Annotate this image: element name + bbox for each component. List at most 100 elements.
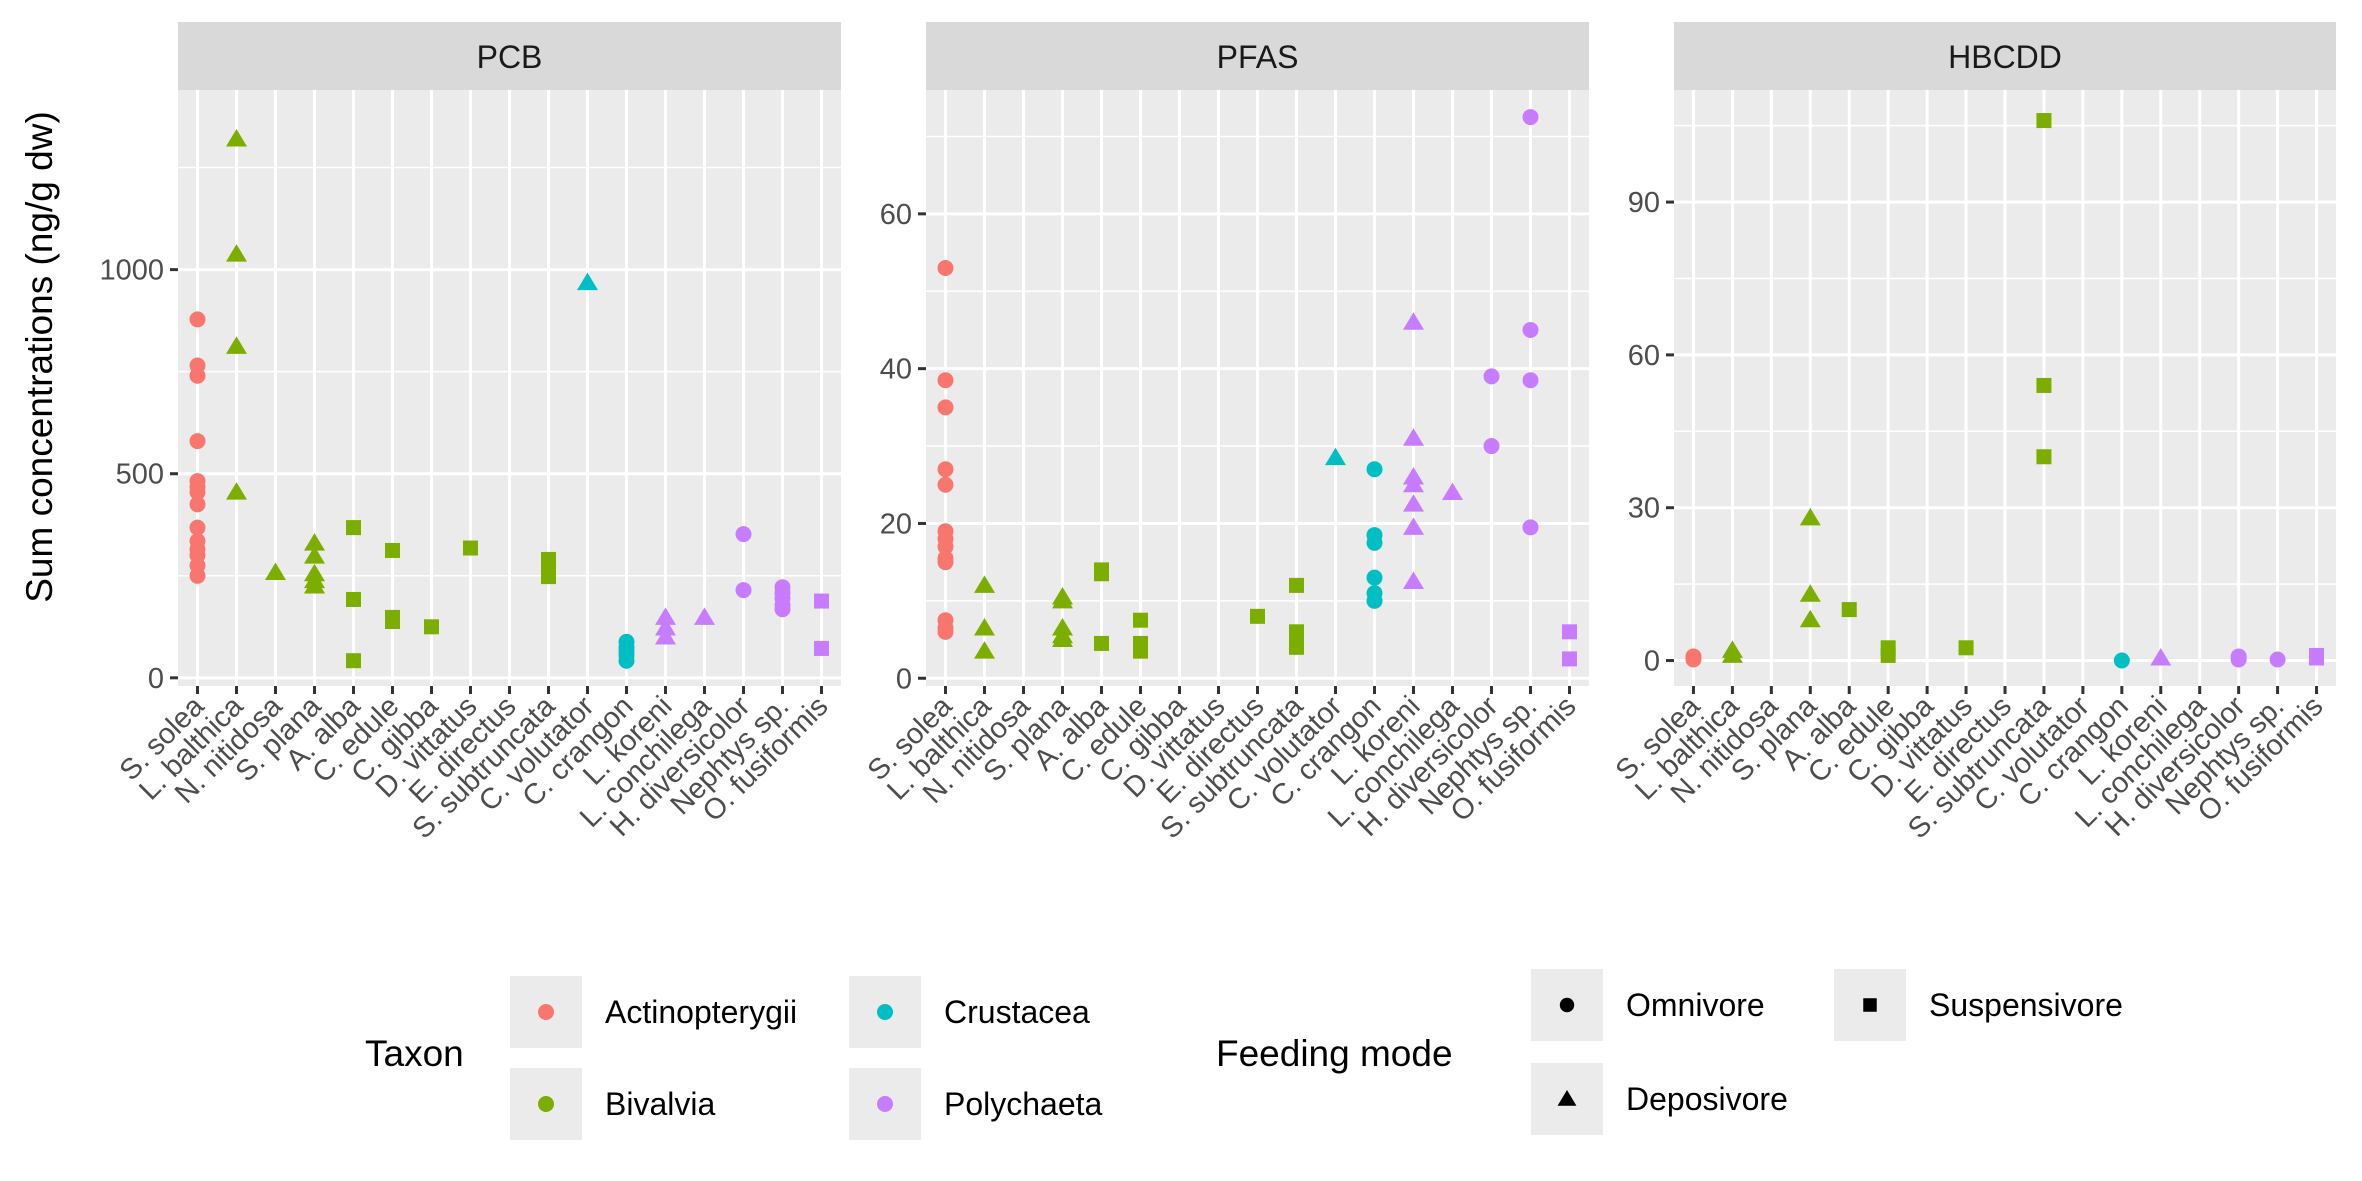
data-point-c-gibba	[424, 619, 439, 635]
data-point-a-alba	[346, 591, 361, 607]
data-point-o-fusiformis	[1562, 651, 1577, 667]
data-point-l-koreni	[655, 607, 676, 625]
data-point-c-edule	[1133, 612, 1148, 628]
panel-strip	[178, 22, 841, 90]
legend-title-taxon: Taxon	[365, 1033, 464, 1074]
data-point-c-crangon	[618, 652, 635, 669]
data-point-l-balthica	[1721, 645, 1743, 663]
data-point-d-vittatus	[463, 540, 478, 556]
data-point-h-diversicolor	[1483, 368, 1500, 385]
data-point-n-nitidosa	[265, 562, 286, 581]
data-point-c-edule	[1133, 643, 1148, 659]
data-point-nephtys-sp	[1522, 321, 1539, 338]
data-point-s-solea	[937, 476, 954, 493]
data-point-s-solea	[189, 496, 206, 513]
panel-strip	[926, 22, 1589, 90]
data-point-l-balthica	[974, 575, 995, 593]
y-tick-label: 30	[1628, 493, 1660, 525]
data-point-l-balthica	[974, 617, 995, 636]
data-point-s-subtruncata	[2036, 449, 2052, 465]
data-point-l-koreni	[655, 618, 676, 636]
data-point-s-subtruncata	[1289, 639, 1304, 655]
data-point-c-edule	[385, 614, 400, 630]
data-point-a-alba	[1094, 635, 1109, 651]
data-point-s-solea	[937, 461, 954, 478]
data-point-s-solea	[937, 554, 954, 571]
data-point-nephtys-sp	[1522, 109, 1539, 126]
data-point-nephtys-sp	[2269, 651, 2286, 668]
data-point-c-crangon	[2113, 652, 2130, 669]
data-point-c-crangon	[1366, 461, 1383, 478]
data-point-s-solea	[189, 367, 206, 384]
legend-swatch	[1559, 997, 1575, 1013]
data-point-c-edule	[1880, 647, 1896, 663]
data-point-s-solea	[189, 484, 206, 501]
legend-label: Bivalvia	[605, 1086, 715, 1122]
legend: Taxon Actinopterygii Bivalvia Crustacea Poly…	[365, 969, 2123, 1140]
data-point-h-diversicolor	[735, 582, 752, 599]
legend-label: Suspensivore	[1929, 987, 2123, 1023]
data-point-o-fusiformis	[2309, 650, 2325, 666]
data-point-s-solea	[937, 399, 954, 416]
data-point-l-koreni	[1403, 312, 1424, 330]
legend-label: Polychaeta	[944, 1086, 1103, 1122]
legend-item-polychaeta: Polychaeta	[849, 1068, 1103, 1140]
data-point-c-crangon	[1366, 534, 1383, 551]
legend-title-feeding-mode: Feeding mode	[1216, 1033, 1453, 1074]
data-point-s-plana	[304, 546, 325, 564]
data-point-s-subtruncata	[2036, 377, 2052, 393]
data-point-s-solea	[937, 260, 954, 277]
data-point-o-fusiformis	[814, 593, 829, 609]
data-point-l-koreni	[1403, 474, 1424, 493]
data-point-l-balthica	[226, 244, 247, 262]
legend-item-omnivore: Omnivore	[1531, 969, 1765, 1041]
data-point-s-plana	[1052, 590, 1073, 609]
data-point-l-conchilega	[694, 607, 715, 625]
panel-title: HBCDD	[1948, 39, 2062, 75]
legend-swatch	[877, 1004, 893, 1020]
data-point-s-solea	[937, 538, 954, 555]
y-tick-label: 60	[880, 199, 912, 231]
legend-item-deposivore: Deposivore	[1531, 1063, 1788, 1135]
data-point-e-directus	[1250, 608, 1265, 624]
data-point-l-koreni	[1403, 494, 1424, 512]
data-point-s-plana	[1799, 609, 1821, 628]
y-tick-label: 1000	[99, 255, 164, 287]
legend-item-actinopterygii: Actinopterygii	[510, 976, 797, 1048]
data-point-h-diversicolor	[1483, 438, 1500, 455]
data-point-a-alba	[346, 520, 361, 536]
data-point-s-subtruncata	[1289, 577, 1304, 593]
data-point-l-balthica	[226, 128, 247, 147]
y-tick-label: 0	[896, 663, 912, 695]
data-point-s-subtruncata	[2036, 113, 2052, 129]
data-point-c-volutator	[1325, 447, 1346, 466]
data-point-s-solea	[189, 567, 206, 584]
legend-swatch	[538, 1096, 554, 1112]
data-point-l-koreni	[1403, 571, 1424, 590]
data-point-a-alba	[1094, 566, 1109, 582]
data-point-l-koreni	[2150, 647, 2172, 666]
legend-label: Actinopterygii	[605, 994, 797, 1030]
data-point-s-plana	[1799, 507, 1821, 526]
data-point-l-koreni	[1403, 428, 1424, 446]
legend-item-suspensivore: Suspensivore	[1834, 969, 2123, 1041]
legend-label: Crustacea	[944, 994, 1090, 1030]
panel-title: PFAS	[1217, 39, 1299, 75]
data-point-l-conchilega	[1442, 482, 1463, 500]
data-point-nephtys-sp	[1522, 519, 1539, 536]
data-point-o-fusiformis	[814, 640, 829, 656]
panel-title: PCB	[477, 39, 543, 75]
data-point-s-solea	[1685, 651, 1702, 668]
data-point-s-subtruncata	[541, 569, 556, 585]
y-tick-label: 500	[116, 459, 164, 491]
y-tick-label: 90	[1628, 187, 1660, 219]
legend-item-crustacea: Crustacea	[849, 976, 1090, 1048]
data-point-l-balthica	[226, 336, 247, 354]
y-tick-label: 0	[148, 663, 164, 695]
data-point-s-plana	[304, 575, 325, 594]
data-point-l-balthica	[226, 482, 247, 500]
data-point-s-solea	[937, 623, 954, 640]
legend-swatch	[538, 1004, 554, 1020]
data-point-d-vittatus	[1958, 640, 1974, 656]
